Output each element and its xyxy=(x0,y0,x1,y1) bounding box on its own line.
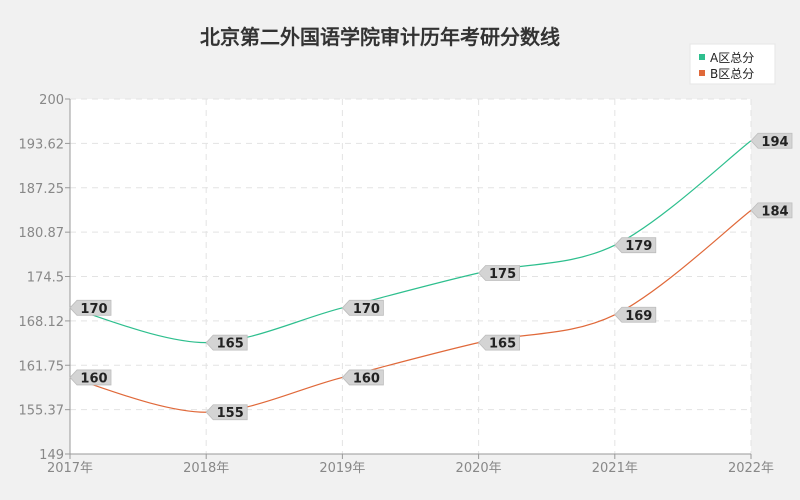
data-label-background xyxy=(341,369,384,386)
data-label-text: 165 xyxy=(489,337,516,352)
data-label-background xyxy=(614,306,657,323)
data-label-background xyxy=(614,237,657,254)
x-tick-label: 2018年 xyxy=(183,461,229,476)
data-label: 155 xyxy=(205,404,248,421)
data-label-text: 194 xyxy=(761,135,788,150)
x-tick-label: 2019年 xyxy=(319,461,365,476)
data-label: 170 xyxy=(341,299,384,317)
grid-lines xyxy=(70,98,752,454)
data-label: 169 xyxy=(614,306,657,324)
axes: 149 155.37 161.75 168.12 174.5 180.87 187.25 19… xyxy=(19,93,775,476)
data-label: 160 xyxy=(69,369,112,386)
y-tick-label: 187.25 xyxy=(19,182,65,197)
series-line-1 xyxy=(69,140,752,344)
series-line-2 xyxy=(69,209,752,413)
y-tick-label: 180.87 xyxy=(19,226,65,241)
data-label-text: 155 xyxy=(217,406,244,421)
y-tick-label: 155.37 xyxy=(19,404,65,419)
x-tick-label: 2022年 xyxy=(728,461,774,476)
data-label-background xyxy=(69,369,112,386)
data-label-background xyxy=(478,334,520,351)
data-label: 160 xyxy=(341,369,384,386)
data-label-background xyxy=(750,132,793,149)
data-label-text: 160 xyxy=(80,371,107,386)
legend-marker xyxy=(699,54,705,60)
data-label-text: 160 xyxy=(353,371,380,386)
legend-label: B区总分 xyxy=(710,67,754,81)
data-label: 184 xyxy=(750,202,793,219)
y-tick-label: 200 xyxy=(39,93,64,108)
data-label-text: 170 xyxy=(353,302,380,317)
data-label-text: 165 xyxy=(217,337,244,352)
legend-box xyxy=(689,43,776,85)
legend-marker xyxy=(699,70,705,76)
legend-label: A区总分 xyxy=(710,51,754,65)
data-label: 194 xyxy=(750,132,793,150)
y-tick-label: 174.5 xyxy=(27,271,64,286)
data-label: 175 xyxy=(478,265,520,282)
data-label-background xyxy=(205,404,248,421)
data-label: 165 xyxy=(478,334,520,352)
data-label-text: 169 xyxy=(625,309,652,324)
data-label-background xyxy=(478,265,520,281)
x-tick-label: 2020年 xyxy=(456,461,502,476)
data-label-text: 175 xyxy=(489,267,516,282)
data-label-background xyxy=(69,299,112,316)
data-label: 170 xyxy=(69,299,112,317)
data-label-text: 184 xyxy=(761,204,788,219)
data-label-text: 179 xyxy=(625,239,652,254)
chart-title: 北京第二外国语学院审计历年考研分数线 xyxy=(200,25,560,49)
x-tick-label: 2017年 xyxy=(47,461,93,476)
legend: A区总分 B区总分 xyxy=(689,43,776,85)
data-label-background xyxy=(205,334,248,351)
y-tick-label: 161.75 xyxy=(19,359,65,374)
data-label: 165 xyxy=(205,334,248,352)
x-tick-label: 2021年 xyxy=(592,461,638,476)
y-tick-label: 149 xyxy=(39,448,64,463)
data-label-text: 170 xyxy=(80,302,107,317)
y-tick-label: 193.62 xyxy=(19,137,65,152)
data-labels: 170 165 170 175 179 194 160 155 160 165 169 184 xyxy=(69,132,793,421)
data-label-background xyxy=(341,299,384,316)
series-lines xyxy=(69,140,752,413)
data-label-background xyxy=(750,202,793,219)
data-label: 179 xyxy=(614,237,657,254)
y-tick-label: 168.12 xyxy=(19,315,65,330)
